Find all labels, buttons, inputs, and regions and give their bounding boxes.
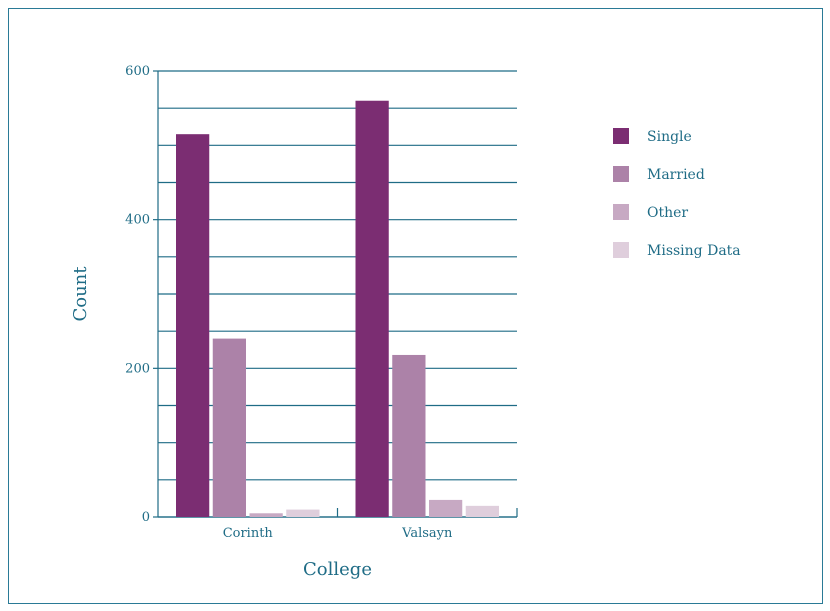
bar-corinth-single (176, 134, 210, 517)
legend-label: Missing Data (647, 243, 741, 259)
y-tick-labels: 0 200 400 600 (125, 64, 150, 525)
legend-label: Other (647, 205, 688, 221)
legend: Single Married Other Missing Data (613, 128, 741, 259)
bar-corinth-married (212, 338, 246, 517)
legend-swatch (613, 242, 629, 258)
legend-swatch (613, 204, 629, 220)
chart-frame (8, 8, 823, 604)
y-tick-label: 0 (142, 510, 150, 525)
bar-corinth-other (249, 513, 283, 517)
y-axis-title: Count (70, 266, 91, 322)
y-tick-label: 200 (125, 361, 150, 376)
x-axis-title: College (303, 559, 372, 580)
y-tick-label: 400 (125, 213, 150, 228)
x-tick-label: Corinth (223, 526, 274, 541)
legend-swatch (613, 166, 629, 182)
legend-label: Married (647, 167, 705, 183)
y-tick-label: 600 (125, 64, 150, 79)
bar-valsayn-married (392, 354, 426, 517)
x-tick-labels: Corinth Valsayn (223, 526, 453, 541)
bar-valsayn-missing-data (465, 505, 499, 517)
bar-corinth-missing-data (286, 509, 320, 517)
legend-swatch (613, 128, 629, 144)
x-tick-label: Valsayn (401, 526, 453, 541)
gridlines (158, 70, 517, 518)
legend-label: Single (647, 129, 692, 145)
bar-valsayn-single (355, 100, 389, 517)
bar-valsayn-other (429, 499, 463, 517)
bars (176, 100, 499, 517)
